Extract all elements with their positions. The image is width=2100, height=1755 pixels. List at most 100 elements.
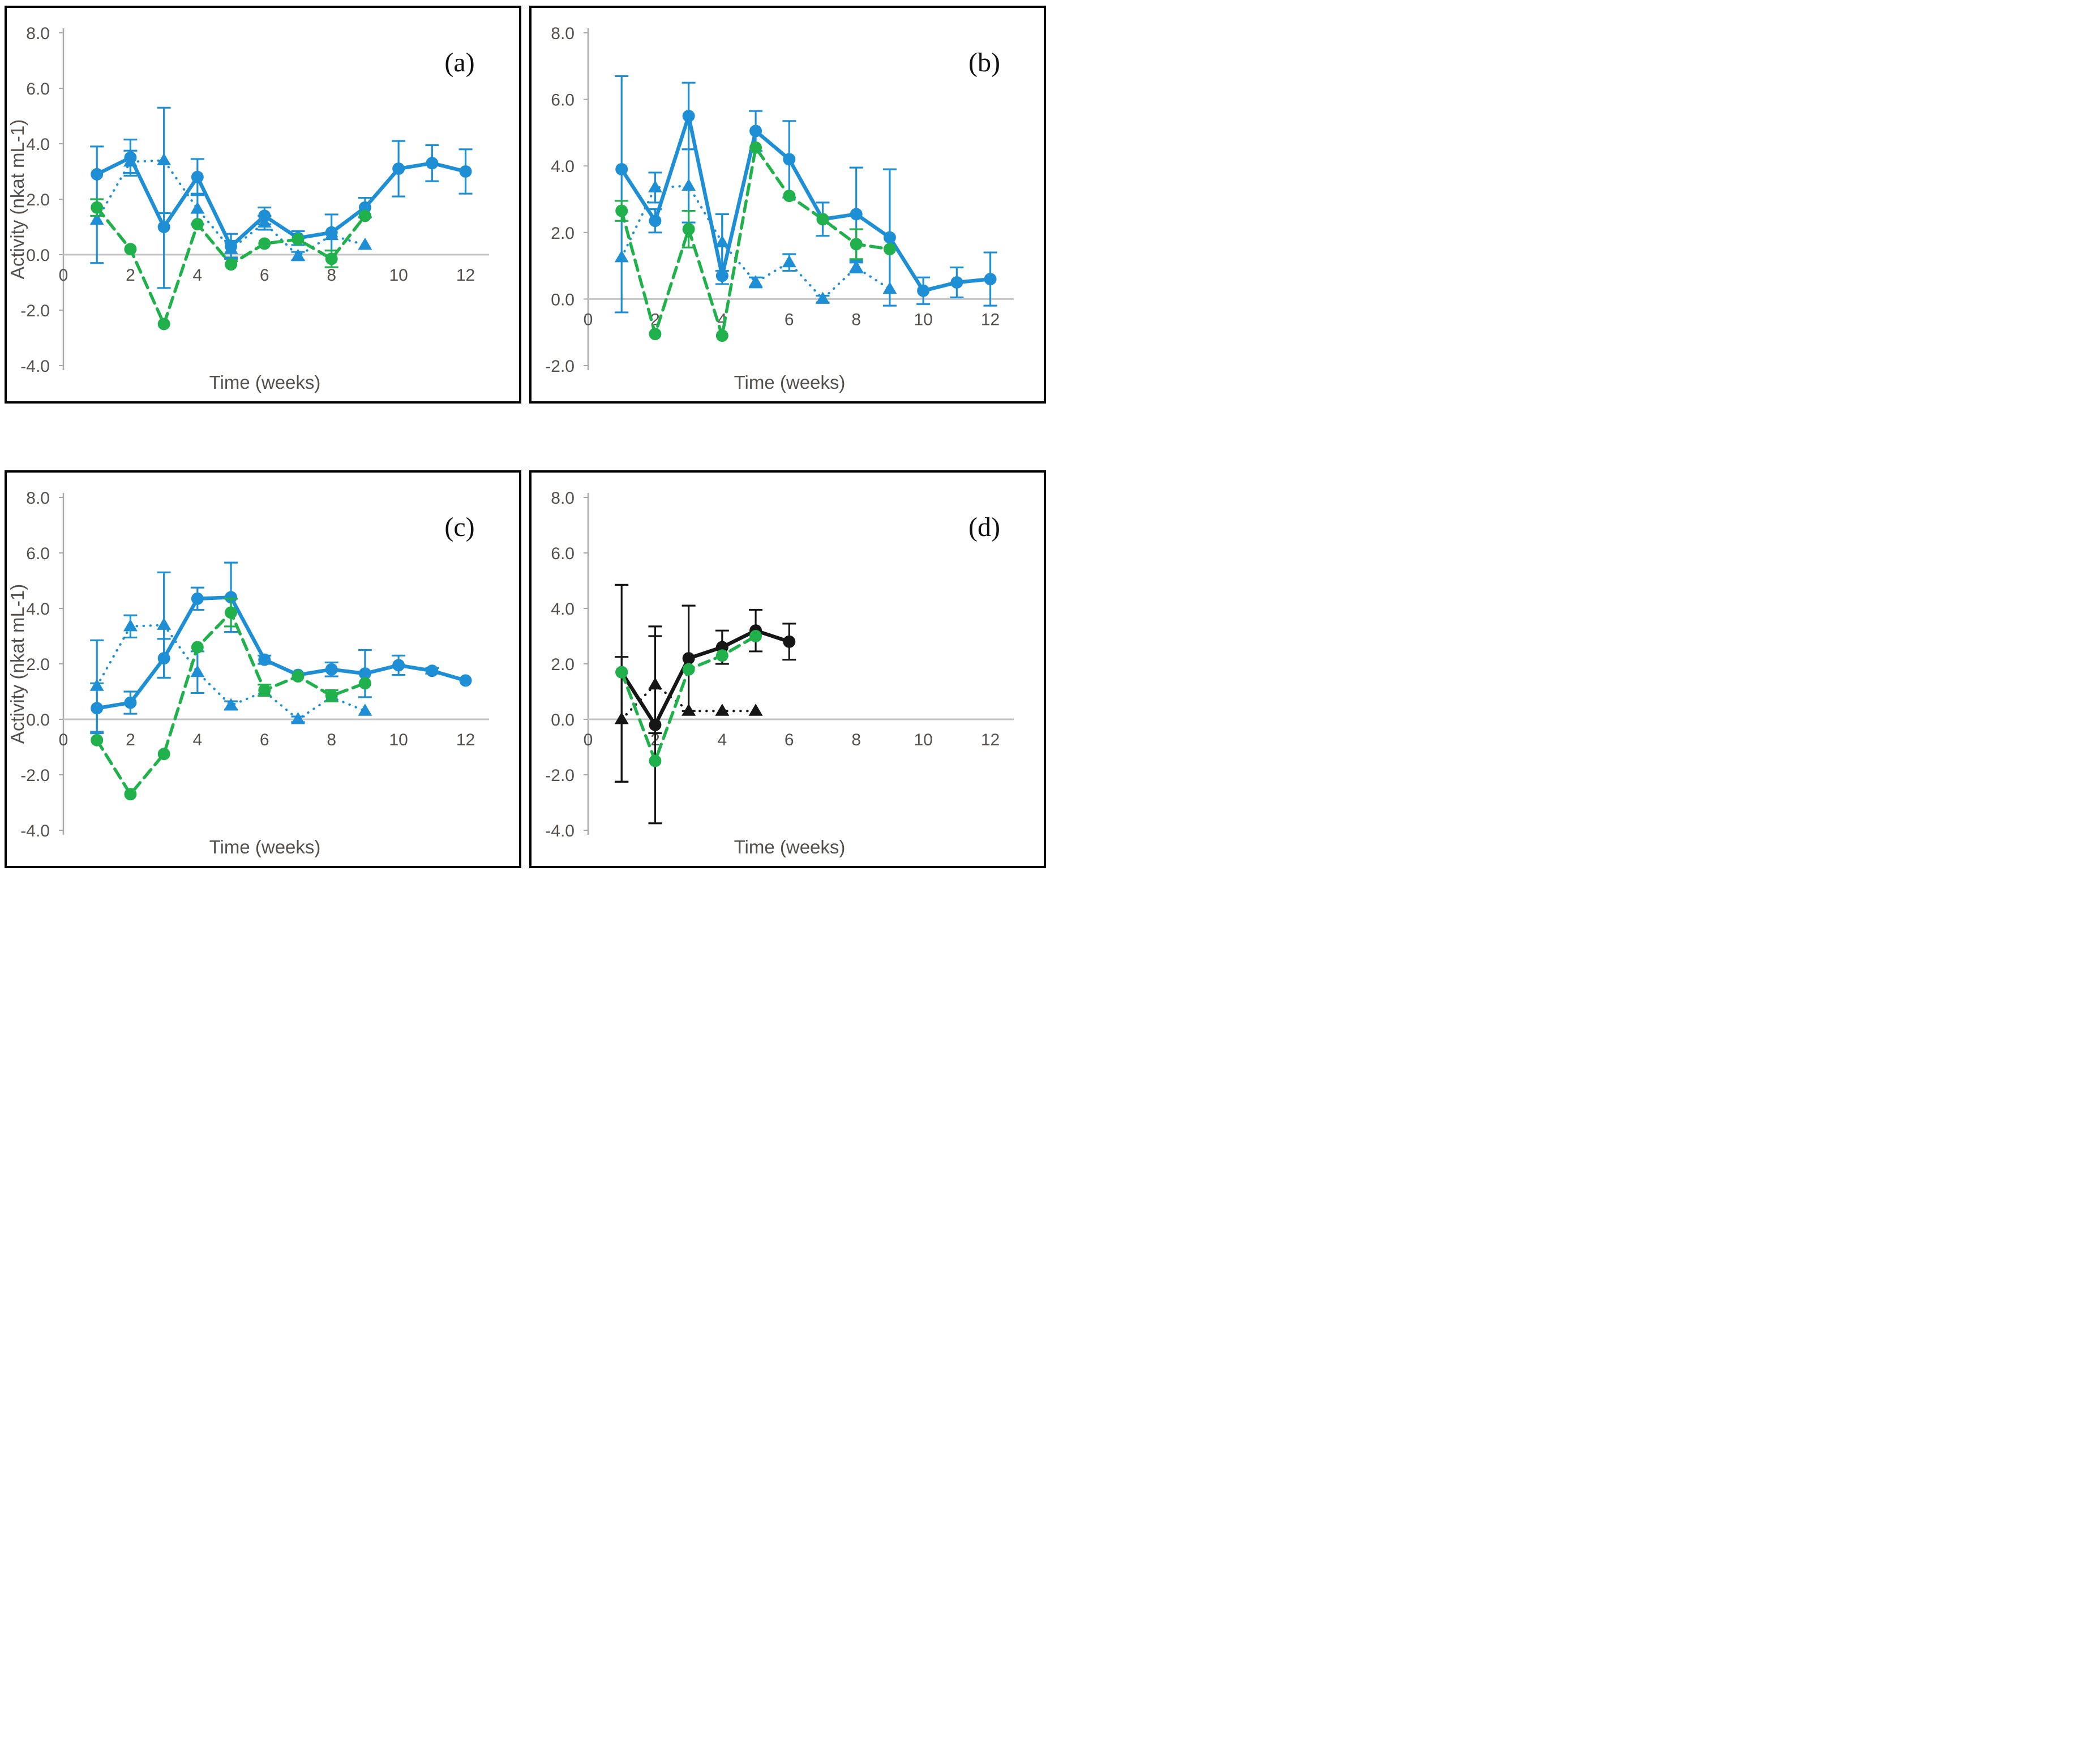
blue-circles-solid-marker: [358, 667, 371, 680]
green-circles-dashed-marker: [292, 670, 305, 683]
x-axis-title: Time (weeks): [734, 372, 846, 393]
green-circles-dashed-marker: [358, 677, 371, 690]
chart-c: 8.0 6.0 4.0 2.0 0.0 -2.0 -4.0 0 2 4 6 8 10 12 Activity…: [7, 489, 489, 857]
y-tick-label: 2.0: [26, 655, 50, 674]
x-tick-label: 8: [851, 310, 861, 329]
y-tick-label: -2.0: [545, 357, 575, 376]
black-triangles-dotted-line: [620, 683, 757, 721]
green-circles-dashed-marker: [157, 317, 170, 331]
green-circles-dashed-marker: [715, 649, 728, 662]
blue-triangles-dotted-marker: [123, 619, 138, 632]
black-triangles-dotted-marker: [715, 703, 730, 716]
x-tick-label: 4: [193, 731, 203, 749]
y-tick-label: 0.0: [551, 290, 575, 309]
y-tick-label: 6.0: [26, 544, 50, 563]
blue-circles-solid-line: [96, 595, 466, 710]
x-tick-label: 8: [851, 731, 861, 749]
y-axis: 8.0 6.0 4.0 2.0 0.0 -2.0 -4.0: [545, 489, 589, 840]
x-tick-label: 4: [193, 266, 203, 285]
blue-circles-solid-marker: [426, 664, 439, 677]
blue-circles-solid-marker: [157, 652, 170, 665]
series-green-circles-dashed: [91, 598, 371, 801]
blue-circles-solid-marker: [984, 273, 997, 286]
green-circles-dashed-marker: [258, 684, 271, 697]
x-tick-label: 0: [584, 310, 593, 329]
blue-circles-solid-marker: [459, 165, 472, 178]
black-circles-solid-marker: [649, 718, 662, 731]
y-axis: 8.0 6.0 4.0 2.0 0.0 -2.0 -4.0: [20, 24, 65, 376]
blue-triangles-dotted-marker: [224, 698, 238, 710]
x-tick-label: 8: [327, 266, 336, 285]
green-circles-dashed-marker: [682, 663, 695, 676]
blue-circles-solid-marker: [191, 592, 204, 605]
green-circles-dashed-marker: [783, 190, 796, 203]
blue-circles-solid-marker: [258, 209, 271, 222]
blue-triangles-dotted-marker: [815, 291, 830, 304]
blue-circles-solid-marker: [91, 702, 104, 715]
x-tick-label: 10: [914, 310, 932, 329]
green-circles-dashed-marker: [649, 754, 662, 767]
black-triangles-dotted-marker: [748, 703, 763, 716]
x-axis-title: Time (weeks): [209, 836, 321, 857]
green-circles-dashed-marker: [91, 733, 104, 746]
blue-triangles-dotted-marker: [682, 178, 696, 191]
panel-label: (c): [444, 512, 474, 542]
green-circles-dashed-marker: [191, 641, 204, 654]
y-tick-label: 8.0: [551, 24, 575, 43]
panel-c: 8.0 6.0 4.0 2.0 0.0 -2.0 -4.0 0 2 4 6 8 10 12 Activity…: [5, 470, 521, 868]
x-tick-label: 0: [59, 266, 68, 285]
x-tick-label: 12: [456, 266, 475, 285]
blue-circles-solid-marker: [917, 284, 930, 297]
x-tick-label: 0: [59, 731, 68, 749]
x-tick-label: 6: [260, 266, 269, 285]
y-tick-label: -2.0: [545, 766, 575, 785]
series-blue-circles-solid: [90, 139, 473, 289]
x-tick-label: 6: [260, 731, 269, 749]
blue-circles-solid-marker: [392, 659, 405, 672]
x-tick-label: 6: [785, 310, 794, 329]
y-tick-label: 4.0: [551, 600, 575, 619]
y-tick-label: 8.0: [26, 489, 50, 508]
y-tick-label: 4.0: [26, 135, 50, 154]
blue-circles-solid-marker: [225, 240, 238, 253]
chart-a: 8.0 6.0 4.0 2.0 0.0 -2.0 -4.0 0 2 4 6 8 10 12 Activity…: [7, 24, 489, 393]
panel-label: (b): [968, 48, 1000, 78]
green-circles-dashed-marker: [715, 329, 728, 342]
error-bar: [615, 583, 629, 783]
blue-triangles-dotted-marker: [358, 237, 372, 250]
blue-circles-solid-marker: [258, 653, 271, 666]
y-tick-label: 2.0: [26, 191, 50, 209]
green-circles-dashed-marker: [883, 243, 896, 256]
x-tick-label: 6: [785, 731, 794, 749]
green-circles-dashed-marker: [615, 666, 628, 679]
green-circles-dashed-marker: [225, 258, 238, 271]
y-tick-label: -2.0: [20, 766, 50, 785]
green-circles-dashed-line: [620, 146, 892, 337]
green-circles-dashed-marker: [749, 141, 762, 154]
blue-circles-solid-marker: [91, 168, 104, 181]
green-circles-dashed-marker: [292, 233, 305, 246]
blue-circles-solid-marker: [883, 231, 896, 244]
blue-triangles-dotted-marker: [782, 255, 796, 268]
figure-grid: 8.0 6.0 4.0 2.0 0.0 -2.0 -4.0 0 2 4 6 8 10 12 Activity…: [0, 0, 1053, 874]
series-blue-circles-solid: [615, 75, 997, 314]
green-circles-dashed-marker: [258, 237, 271, 250]
blue-circles-solid-marker: [325, 226, 338, 239]
x-tick-label: 10: [914, 731, 932, 749]
error-bar: [615, 75, 629, 314]
blue-triangles-dotted-marker: [190, 201, 205, 214]
y-tick-label: 4.0: [26, 600, 50, 619]
blue-circles-solid-marker: [682, 110, 695, 122]
y-tick-label: 4.0: [551, 157, 575, 176]
y-tick-label: -2.0: [20, 302, 50, 320]
blue-circles-solid-marker: [459, 674, 472, 687]
green-circles-dashed-marker: [191, 218, 204, 231]
panel-label: (d): [968, 512, 1000, 542]
x-tick-label: 0: [584, 731, 593, 749]
blue-circles-solid-marker: [850, 208, 863, 221]
y-axis: 8.0 6.0 4.0 2.0 0.0 -2.0: [545, 24, 589, 376]
